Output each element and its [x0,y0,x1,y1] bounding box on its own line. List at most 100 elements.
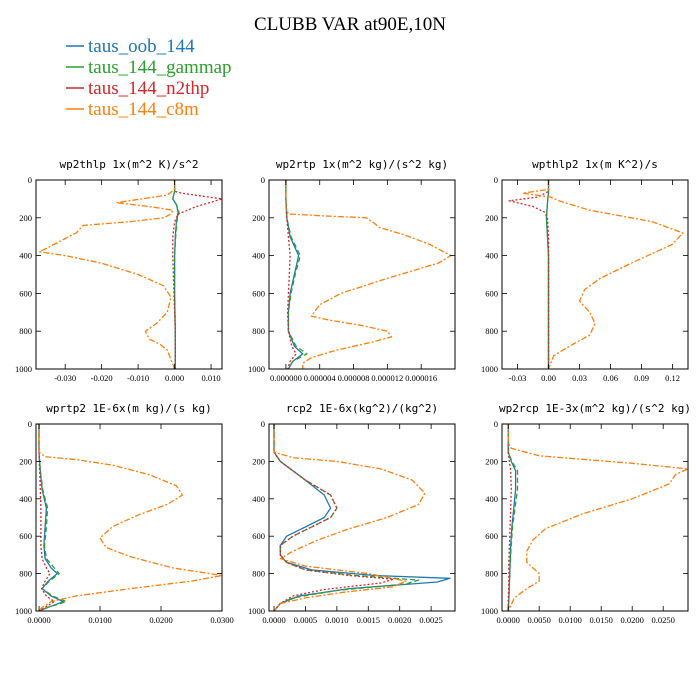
y-tick-label: 1000 [15,606,32,616]
y-tick-label: 600 [19,288,32,298]
y-tick-label: 600 [19,531,32,541]
figure-title: CLUBB VAR at90E,10N [254,14,446,35]
x-tick-label: -0.03 [509,373,527,383]
x-tick-label: 0.0100 [88,615,111,625]
x-tick-label: 0.000004 [304,373,337,383]
y-tick-label: 400 [485,494,498,504]
y-tick-label: 600 [252,288,265,298]
y-tick-label: 800 [485,569,498,579]
chart-panel: wp2rcp 1E-3x(m^2 kg)/(s^2 kg)0 200 400 600 8… [481,402,691,625]
legend: taus_oob_144taus_144_gammaptaus_144_n2th… [66,36,232,120]
plot-frame [501,179,689,370]
x-tick-label: 0.0000 [497,615,520,625]
panel-title: wp2rtp 1x(m^2 kg)/(s^2 kg) [276,158,448,171]
plot-frame [268,179,456,370]
series-line [172,180,222,369]
y-tick-label: 400 [252,494,265,504]
series-group [508,180,684,369]
series-line [507,424,512,611]
y-tick-label: 200 [19,213,32,223]
series-line [38,424,68,611]
x-tick-label: 0.010 [201,373,220,383]
x-tick-label: 0.0200 [621,615,644,625]
chart-panel: wpthlp2 1x(m K^2)/s 0 200 400 600 800 1000 -0.0… [481,158,689,383]
x-tick-label: 0.0005 [294,615,317,625]
panel-title: wprtp2 1E-6x(m kg)/(s kg) [46,402,212,415]
plot-frame [268,423,456,612]
series-line [38,424,55,611]
y-tick-label: 400 [19,251,32,261]
series-line [172,180,180,369]
series-group [273,424,451,611]
panel-title: wp2rcp 1E-3x(m^2 kg)/(s^2 kg) [499,402,691,415]
x-tick-label: 0.000008 [338,373,370,383]
series-line [273,424,426,611]
x-tick-label: 0.03 [572,373,587,383]
x-tick-label: 0.09 [634,373,649,383]
chart-panel: wprtp2 1E-6x(m kg)/(s kg) 0 200 400 600 800 10… [15,402,234,625]
series-line [522,180,684,369]
series-line [38,424,65,611]
x-tick-label: 0.0000 [27,615,50,625]
legend-entry: taus_144_gammap [66,57,232,78]
y-tick-label: 800 [19,569,32,579]
y-tick-label: 200 [252,213,265,223]
y-tick-label: 0 [494,419,498,429]
x-tick-label: 0.000 [165,373,184,383]
series-group [38,180,222,369]
series-line [273,424,451,611]
x-tick-label: 0.06 [603,373,618,383]
series-line [273,424,395,611]
x-tick-label: 0.12 [665,373,680,383]
series-line [285,180,297,369]
panel-title: rcp2 1E-6x(kg^2)/(kg^2) [286,402,438,415]
y-tick-label: 200 [485,456,498,466]
x-tick-label: 0.0010 [325,615,348,625]
y-tick-label: 200 [485,213,498,223]
series-line [507,424,688,611]
y-tick-label: 1000 [15,364,32,374]
legend-label: taus_oob_144 [88,36,195,57]
chart-panel: wp2rtp 1x(m^2 kg)/(s^2 kg) 0 200 400 600 800 1… [248,158,456,383]
y-tick-label: 0 [494,175,498,185]
y-tick-label: 800 [485,326,498,336]
legend-entry: taus_144_c8m [66,99,199,120]
y-tick-label: 0 [261,175,265,185]
x-tick-label: 0.0300 [210,615,233,625]
legend-entry: taus_144_n2thp [66,78,209,99]
series-line [285,180,304,369]
series-group [38,424,222,611]
x-tick-label: 0.0100 [559,615,582,625]
y-tick-label: 800 [252,569,265,579]
panels: wp2thlp 1x(m^2 K)/s^2 0 200 400 600 800 1000 -0… [15,158,691,625]
panel-title: wpthlp2 1x(m K^2)/s [532,158,658,171]
x-tick-label: -0.020 [91,373,113,383]
series-line [507,424,519,611]
legend-label: taus_144_c8m [88,99,199,120]
x-tick-label: 0.00 [541,373,556,383]
plot-frame [501,423,689,612]
legend-label: taus_144_gammap [88,57,232,78]
y-tick-label: 0 [28,419,32,429]
y-tick-label: 1000 [481,364,498,374]
x-tick-label: -0.010 [127,373,149,383]
y-tick-label: 600 [252,531,265,541]
x-tick-label: 0.0015 [357,615,380,625]
legend-entry: taus_oob_144 [66,36,195,57]
plot-frame [35,179,223,370]
series-line [285,180,308,369]
y-tick-label: 200 [252,456,265,466]
series-line [38,424,222,611]
y-tick-label: 200 [19,456,32,466]
y-tick-label: 400 [485,251,498,261]
series-line [38,180,176,369]
x-tick-label: -0.030 [54,373,76,383]
chart-panel: wp2thlp 1x(m^2 K)/s^2 0 200 400 600 800 1000 -0… [15,158,223,383]
series-group [507,424,688,611]
x-tick-label: 0.0000 [262,615,285,625]
y-tick-label: 1000 [248,364,265,374]
y-tick-label: 600 [485,288,498,298]
series-line [508,180,550,369]
x-tick-label: 0.0025 [419,615,442,625]
x-tick-label: 0.0250 [652,615,675,625]
